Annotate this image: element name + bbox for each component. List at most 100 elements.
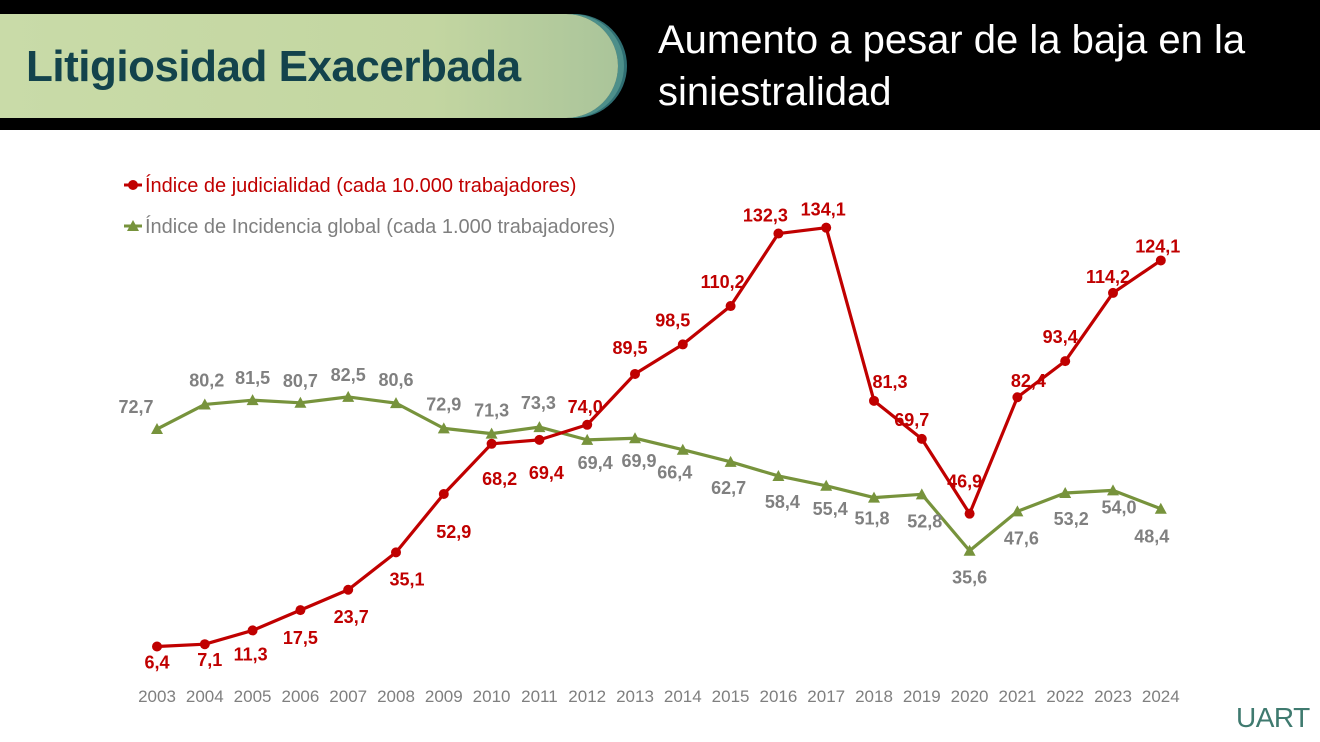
data-label-judicialidad: 46,9 (947, 472, 982, 492)
data-label-incidencia: 72,9 (426, 394, 461, 414)
data-label-judicialidad: 110,2 (701, 272, 745, 292)
data-label-incidencia: 82,5 (331, 365, 366, 385)
point-judicialidad (152, 641, 162, 652)
point-incidencia (963, 544, 976, 556)
x-tick-label: 2006 (281, 687, 319, 706)
point-incidencia (1011, 505, 1024, 517)
point-judicialidad (343, 584, 354, 595)
data-label-incidencia: 62,7 (711, 478, 746, 498)
data-label-incidencia: 80,6 (378, 370, 413, 390)
point-judicialidad (438, 488, 449, 499)
point-incidencia (868, 491, 880, 503)
data-label-judicialidad: 89,5 (612, 338, 647, 358)
data-label-judicialidad: 93,4 (1043, 327, 1078, 347)
x-tick-label: 2023 (1094, 687, 1132, 706)
point-incidencia (342, 390, 355, 402)
data-label-incidencia: 48,4 (1134, 527, 1169, 547)
x-tick-label: 2005 (234, 687, 272, 706)
point-incidencia (772, 469, 785, 481)
uart-logo: UART (1236, 702, 1310, 733)
x-tick-label: 2014 (664, 687, 702, 706)
point-judicialidad (725, 301, 736, 312)
legend-label-judicialidad: Índice de judicialidad (cada 10.000 trab… (145, 174, 576, 197)
x-tick-label: 2009 (425, 687, 463, 706)
point-incidencia (437, 422, 450, 434)
legend-marker-incidencia (127, 220, 139, 231)
point-incidencia (581, 433, 594, 445)
data-label-judicialidad: 124,1 (1135, 236, 1180, 256)
x-tick-label: 2022 (1046, 687, 1084, 706)
data-label-incidencia: 73,3 (521, 393, 556, 413)
data-label-judicialidad: 69,7 (894, 410, 929, 430)
data-label-incidencia: 53,2 (1054, 509, 1089, 529)
point-judicialidad (199, 639, 210, 650)
data-label-incidencia: 69,9 (621, 451, 656, 471)
point-judicialidad (582, 419, 593, 430)
point-judicialidad (869, 395, 879, 406)
title-badge: Litigiosidad Exacerbada (0, 14, 618, 118)
data-label-incidencia: 80,2 (189, 370, 224, 390)
x-tick-label: 2004 (186, 687, 224, 706)
data-label-incidencia: 66,4 (657, 463, 692, 483)
x-tick-label: 2008 (377, 687, 415, 706)
point-judicialidad (391, 547, 401, 558)
data-label-incidencia: 80,7 (283, 371, 318, 391)
series-line-judicialidad (156, 226, 1162, 649)
legend-label-incidencia: Índice de Incidencia global (cada 1.000 … (145, 215, 615, 238)
x-tick-label: 2016 (759, 687, 797, 706)
x-tick-label: 2021 (998, 687, 1036, 706)
point-incidencia (198, 398, 211, 410)
x-tick-label: 2010 (473, 687, 511, 706)
point-judicialidad (1060, 356, 1071, 367)
point-judicialidad (773, 228, 784, 239)
point-incidencia (1059, 487, 1072, 499)
data-label-incidencia: 58,4 (765, 492, 800, 512)
point-judicialidad (964, 508, 975, 519)
data-label-judicialidad: 82,4 (1011, 371, 1046, 391)
point-judicialidad (295, 605, 306, 616)
data-label-judicialidad: 69,4 (529, 463, 564, 483)
point-incidencia (1154, 502, 1167, 514)
point-judicialidad (486, 438, 497, 449)
point-judicialidad (630, 368, 640, 379)
data-label-incidencia: 72,7 (118, 397, 153, 417)
x-tick-label: 2011 (521, 687, 558, 706)
data-label-judicialidad: 52,9 (436, 522, 471, 542)
point-incidencia (533, 421, 546, 433)
point-incidencia (390, 397, 402, 409)
data-label-incidencia: 71,3 (474, 401, 509, 421)
x-tick-label: 2015 (712, 687, 750, 706)
data-label-incidencia: 47,6 (1004, 528, 1039, 548)
data-label-incidencia: 51,8 (854, 509, 889, 529)
point-incidencia (246, 394, 259, 406)
x-tick-label: 2012 (568, 687, 606, 706)
badge-title: Litigiosidad Exacerbada (26, 42, 521, 91)
series-line-incidencia (156, 395, 1162, 553)
point-incidencia (151, 423, 163, 435)
point-judicialidad (534, 434, 545, 445)
x-tick-label: 2007 (329, 687, 367, 706)
point-incidencia (820, 479, 833, 491)
data-label-judicialidad: 98,5 (655, 310, 690, 330)
point-judicialidad (1155, 255, 1166, 266)
x-tick-label: 2017 (807, 687, 845, 706)
data-label-incidencia: 81,5 (235, 368, 270, 388)
data-label-judicialidad: 68,2 (482, 469, 517, 489)
point-judicialidad (1108, 287, 1118, 298)
x-tick-label: 2024 (1142, 687, 1180, 706)
x-tick-label: 2003 (138, 687, 176, 706)
data-label-judicialidad: 114,2 (1086, 267, 1130, 287)
data-label-incidencia: 54,0 (1101, 497, 1136, 517)
point-incidencia (1107, 484, 1119, 496)
slide-subtitle: Aumento a pesar de la baja en la siniest… (658, 14, 1308, 118)
legend-marker-judicialidad (128, 180, 138, 190)
point-incidencia (915, 488, 928, 500)
point-incidencia (294, 396, 307, 408)
data-label-incidencia: 35,6 (952, 568, 987, 588)
point-judicialidad (677, 339, 688, 350)
data-label-judicialidad: 74,0 (568, 397, 603, 417)
point-judicialidad (247, 625, 258, 636)
data-label-judicialidad: 132,3 (743, 206, 788, 226)
point-judicialidad (1012, 392, 1023, 403)
